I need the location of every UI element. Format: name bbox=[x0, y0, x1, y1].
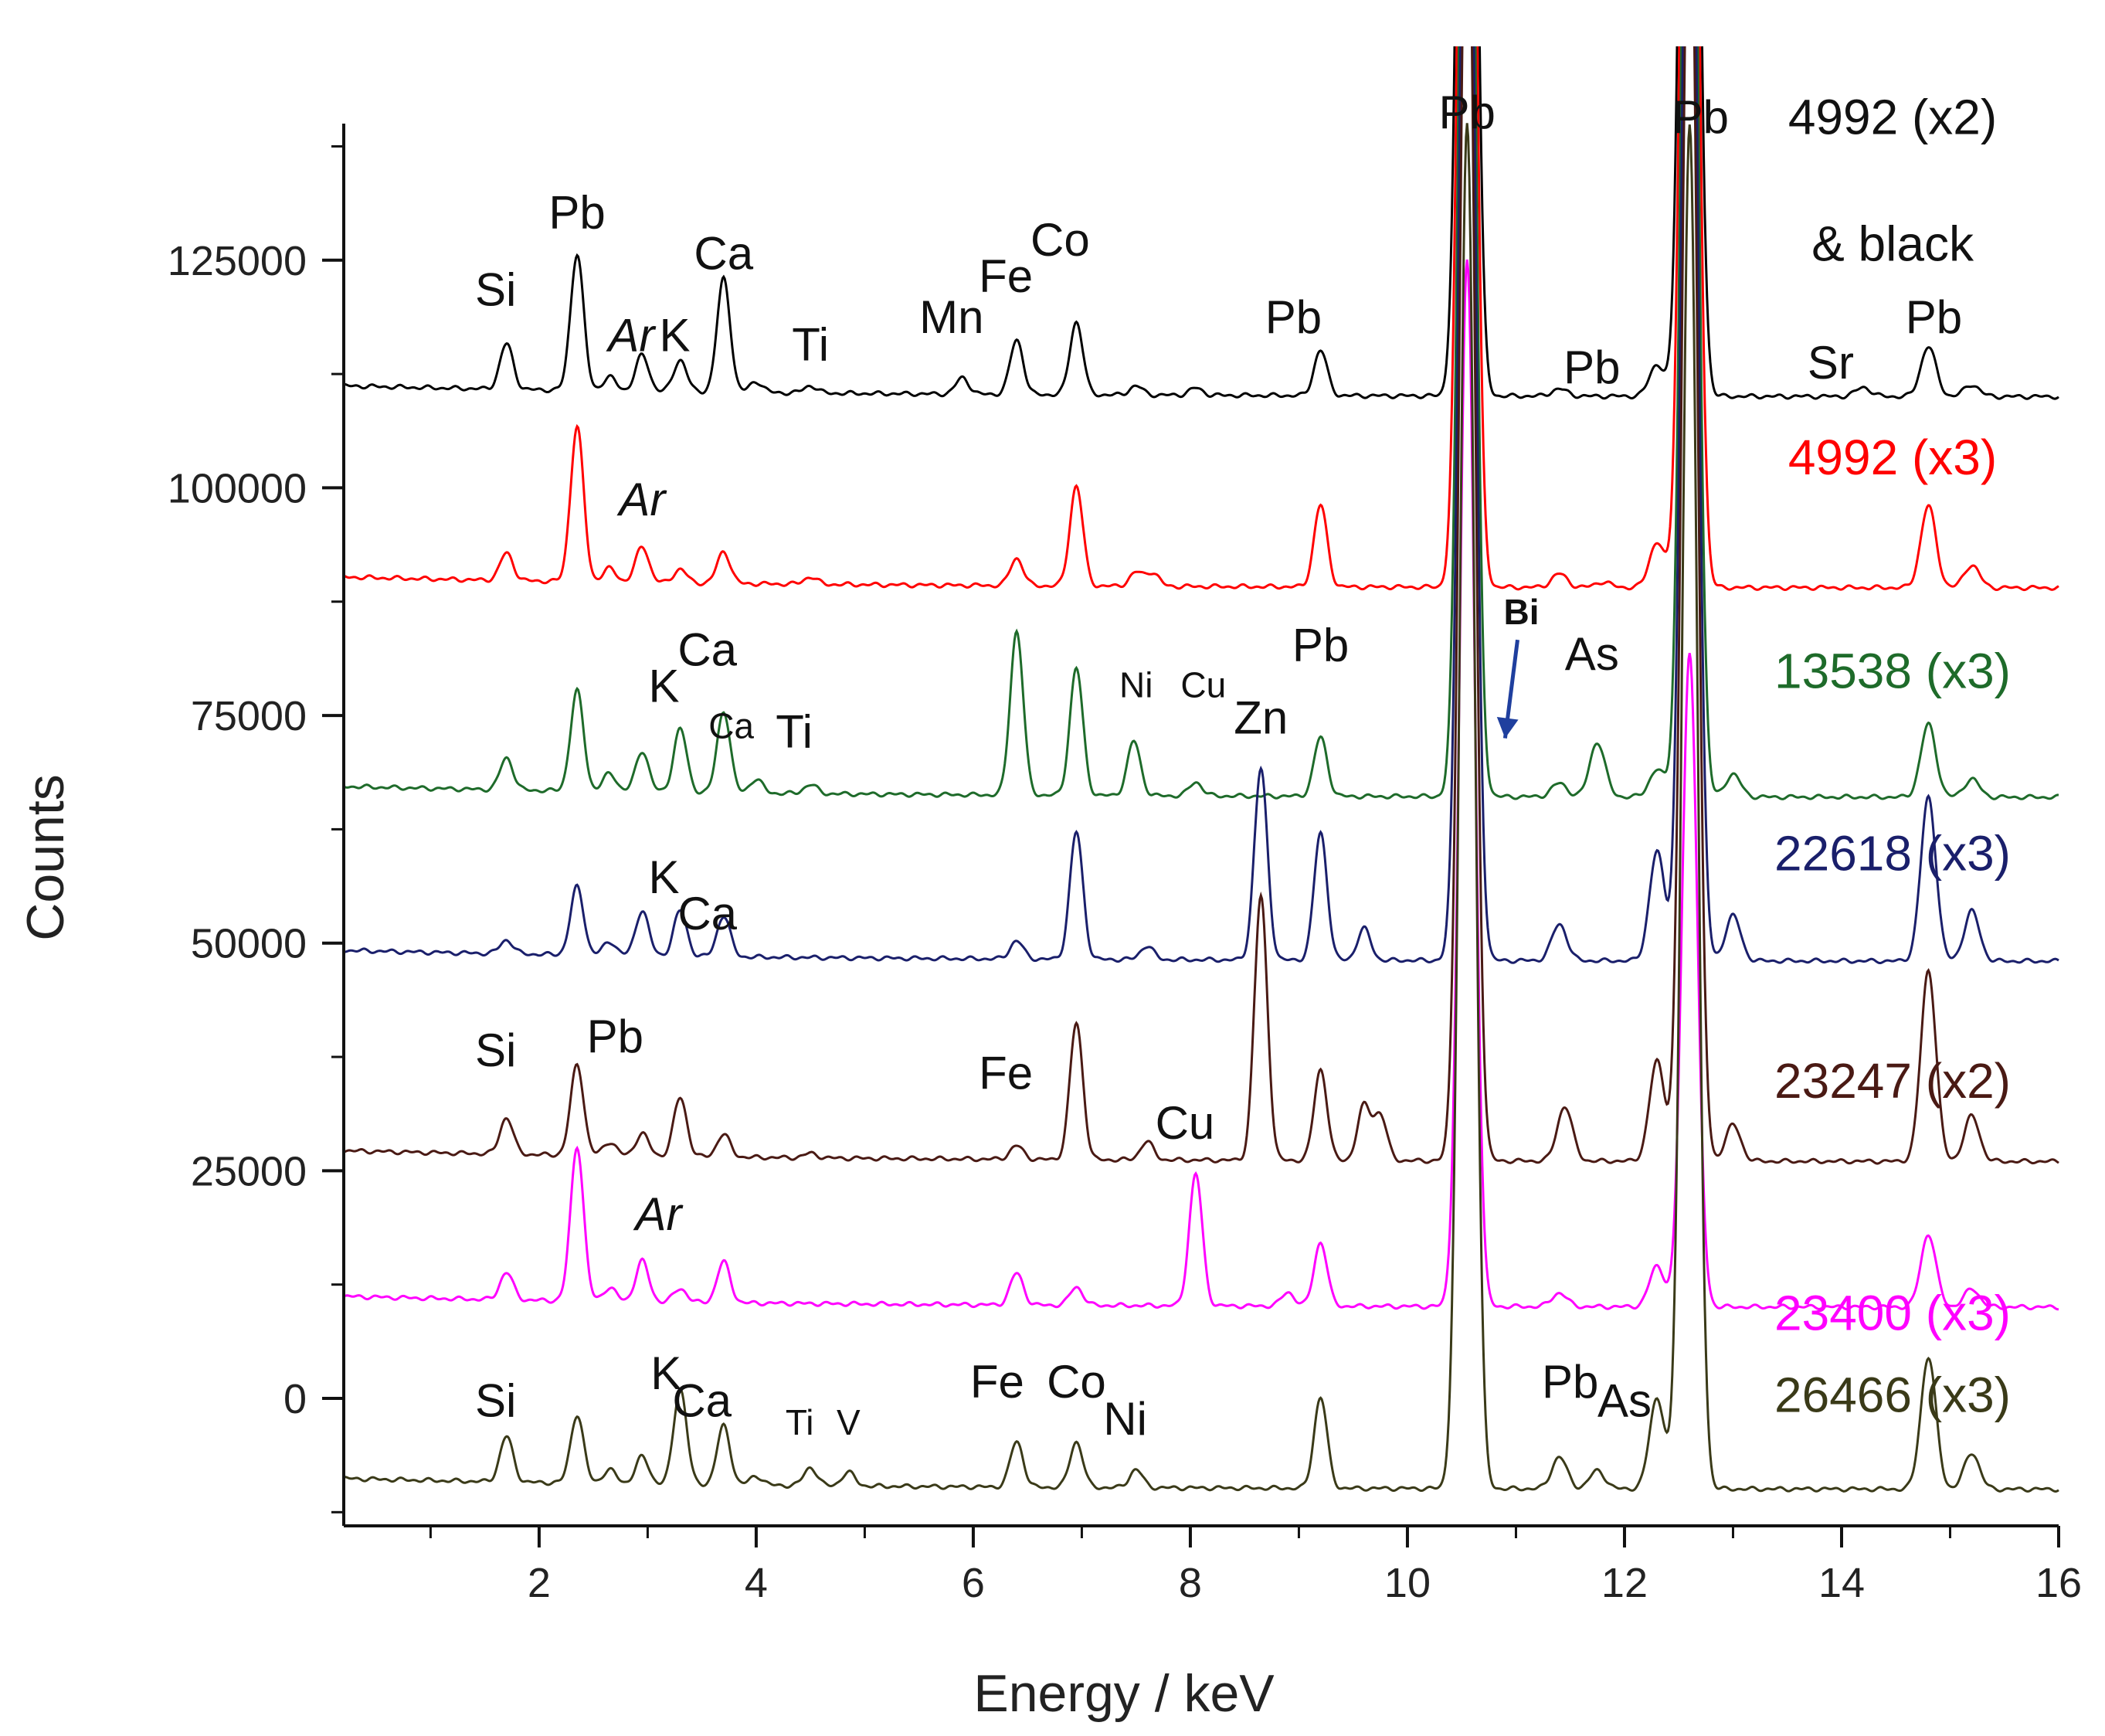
peak-label: Si bbox=[475, 264, 516, 316]
spectrum-line-0 bbox=[344, 46, 2059, 400]
x-tick-label: 10 bbox=[1384, 1560, 1431, 1606]
peak-label: Pb bbox=[548, 187, 605, 239]
spectrum-line-3 bbox=[344, 46, 2059, 964]
peak-label: Pb bbox=[1542, 1356, 1598, 1408]
y-tick-label: 25000 bbox=[191, 1148, 307, 1194]
peak-label: Ti bbox=[786, 1402, 814, 1442]
ticks-group: 2 4 6 8 10 12 14 16 0 25000 50000 75000 100000 125000 bbox=[168, 144, 2082, 1606]
series-label-4: 23247 (x2) bbox=[1774, 1053, 2011, 1109]
peak-label: Fe bbox=[979, 1047, 1033, 1099]
peak-label: Pb bbox=[1906, 291, 1962, 343]
peak-label: Ca bbox=[708, 706, 754, 746]
peak-label: Mn bbox=[919, 291, 983, 343]
peak-label: Pb bbox=[587, 1011, 643, 1062]
peak-label: Si bbox=[475, 1024, 516, 1076]
series-label-0: 4992 (x2) bbox=[1788, 90, 1997, 145]
x-tick-label: 14 bbox=[1818, 1560, 1865, 1606]
peak-label: Ni bbox=[1119, 665, 1153, 705]
x-tick-label: 4 bbox=[745, 1560, 768, 1606]
peak-label: Pb bbox=[1292, 619, 1349, 671]
x-tick-label: 12 bbox=[1601, 1560, 1648, 1606]
peak-label: Ar bbox=[606, 310, 656, 362]
peak-label: Pb bbox=[1265, 291, 1322, 343]
series-label-5: 23400 (x3) bbox=[1774, 1286, 2011, 1341]
y-tick-label: 50000 bbox=[191, 921, 307, 967]
y-axis-label: Counts bbox=[16, 774, 75, 940]
bi-arrow-head bbox=[1496, 716, 1519, 739]
spectrum-line-1 bbox=[344, 46, 2059, 592]
peak-label: Ni bbox=[1103, 1393, 1147, 1445]
peak-label: Fe bbox=[970, 1356, 1024, 1408]
peak-label: Ar bbox=[616, 474, 667, 525]
peak-label: Ti bbox=[776, 705, 813, 757]
peak-label: K bbox=[648, 851, 679, 903]
peak-label: Ca bbox=[694, 228, 753, 280]
peak-label: Cu bbox=[1180, 665, 1226, 705]
peak-label: Cu bbox=[1156, 1097, 1215, 1149]
series-label-2: 13538 (x3) bbox=[1774, 644, 2011, 699]
y-tick-label: 125000 bbox=[168, 238, 307, 284]
peak-label: Sr bbox=[1808, 337, 1854, 389]
series-label-1: 4992 (x3) bbox=[1788, 430, 1997, 485]
spectrum-line-5 bbox=[344, 259, 2059, 1311]
peak-label: V bbox=[837, 1402, 861, 1442]
y-tick-label: 75000 bbox=[191, 693, 307, 739]
peak-label: Pb bbox=[1439, 87, 1496, 138]
peak-label: K bbox=[660, 310, 691, 362]
peak-label: Pb bbox=[1672, 91, 1729, 143]
peak-label: Ar bbox=[633, 1188, 683, 1240]
peak-label: Fe bbox=[979, 250, 1033, 302]
peak-label: As bbox=[1597, 1375, 1652, 1427]
series-label-6: 26466 (x3) bbox=[1774, 1367, 2011, 1423]
series-labels: 4992 (x2) & black 4992 (x3) 13538 (x3) 22618… bbox=[1774, 90, 2011, 1423]
series-label-3: 22618 (x3) bbox=[1774, 825, 2011, 881]
peak-label: K bbox=[648, 660, 679, 712]
peak-label: Zn bbox=[1234, 692, 1288, 744]
spectrum-line-4 bbox=[344, 46, 2059, 1165]
axes-group bbox=[342, 124, 2059, 1527]
x-tick-label: 16 bbox=[2035, 1560, 2082, 1606]
peak-label: Si bbox=[475, 1375, 516, 1427]
x-axis-label: Energy / keV bbox=[973, 1664, 1275, 1723]
spectrum-line-6 bbox=[344, 123, 2059, 1493]
spectra-group bbox=[344, 46, 2059, 1493]
spectrum-line-2 bbox=[344, 46, 2059, 800]
peak-label: Ca bbox=[677, 623, 737, 675]
y-tick-label: 0 bbox=[283, 1376, 307, 1422]
x-tick-label: 6 bbox=[962, 1560, 985, 1606]
peak-label: Ca bbox=[672, 1375, 732, 1427]
peak-label: Bi bbox=[1503, 592, 1539, 632]
peak-label: Pb bbox=[1563, 341, 1620, 393]
y-tick-label: 100000 bbox=[168, 465, 307, 511]
peak-label: Co bbox=[1047, 1356, 1106, 1408]
peak-label: K bbox=[650, 1347, 681, 1399]
peak-label: Co bbox=[1030, 214, 1090, 266]
x-tick-label: 8 bbox=[1179, 1560, 1202, 1606]
peak-label: Ti bbox=[792, 318, 829, 370]
peak-label: As bbox=[1565, 628, 1619, 680]
peak-label: Ca bbox=[677, 888, 737, 939]
x-tick-label: 2 bbox=[528, 1560, 551, 1606]
series-label-0: & black bbox=[1811, 216, 1974, 272]
